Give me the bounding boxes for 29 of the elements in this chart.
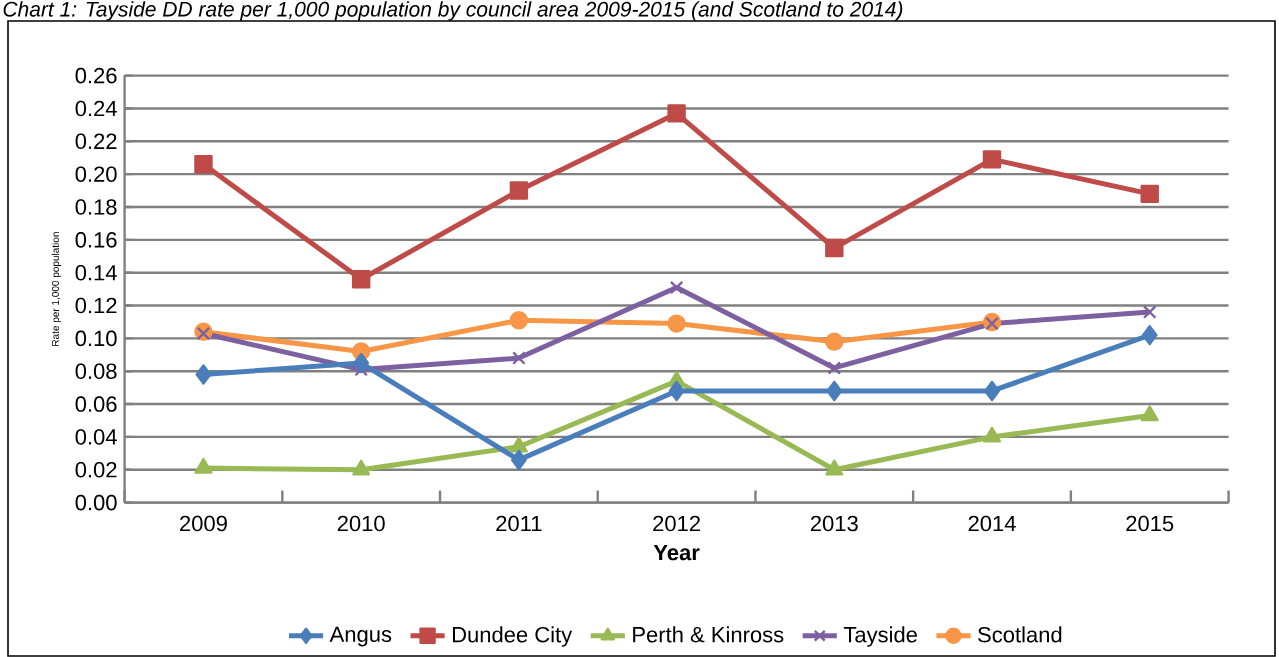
x-tick-label: 2014 [968,515,1016,532]
legend-label: Tayside [843,626,917,647]
y-tick-label: 0.24 [75,100,117,117]
legend-label: Perth & Kinross [633,626,784,643]
y-tick-label: 0.18 [75,199,117,215]
y-tick-label: 0.14 [75,264,117,281]
legend-label: Scotland [978,626,1062,643]
y-tick-label: 0.02 [75,462,117,478]
chart-title: Chart 1: Tayside DD rate per 1,000 population by council area 2009-2015 (and Scotland to 2014) [3,1,903,21]
y-tick-label: 0.20 [75,166,117,182]
y-tick-label: 0.00 [75,494,117,511]
y-tick-label: 0.26 [75,67,117,84]
y-tick-label: 0.10 [75,330,117,347]
y-axis-title: Rate per 1,000 population [51,232,61,346]
x-tick-label: 2011 [496,515,542,532]
y-tick-label: 0.12 [75,297,117,314]
y-tick-label: 0.16 [75,232,117,248]
x-tick-label: 2010 [337,515,385,532]
x-tick-label: 2012 [653,515,700,532]
y-tick-label: 0.04 [75,429,117,445]
x-tick-label: 2013 [810,515,858,532]
x-tick-label: 2009 [180,515,227,532]
y-tick-label: 0.22 [75,133,117,150]
legend-label: Angus [329,626,392,647]
x-tick-label: 2015 [1126,515,1174,532]
legend-label: Dundee City [452,626,573,647]
y-tick-label: 0.08 [75,363,117,380]
x-axis-title: Year [653,545,700,561]
y-tick-label: 0.06 [75,396,117,412]
